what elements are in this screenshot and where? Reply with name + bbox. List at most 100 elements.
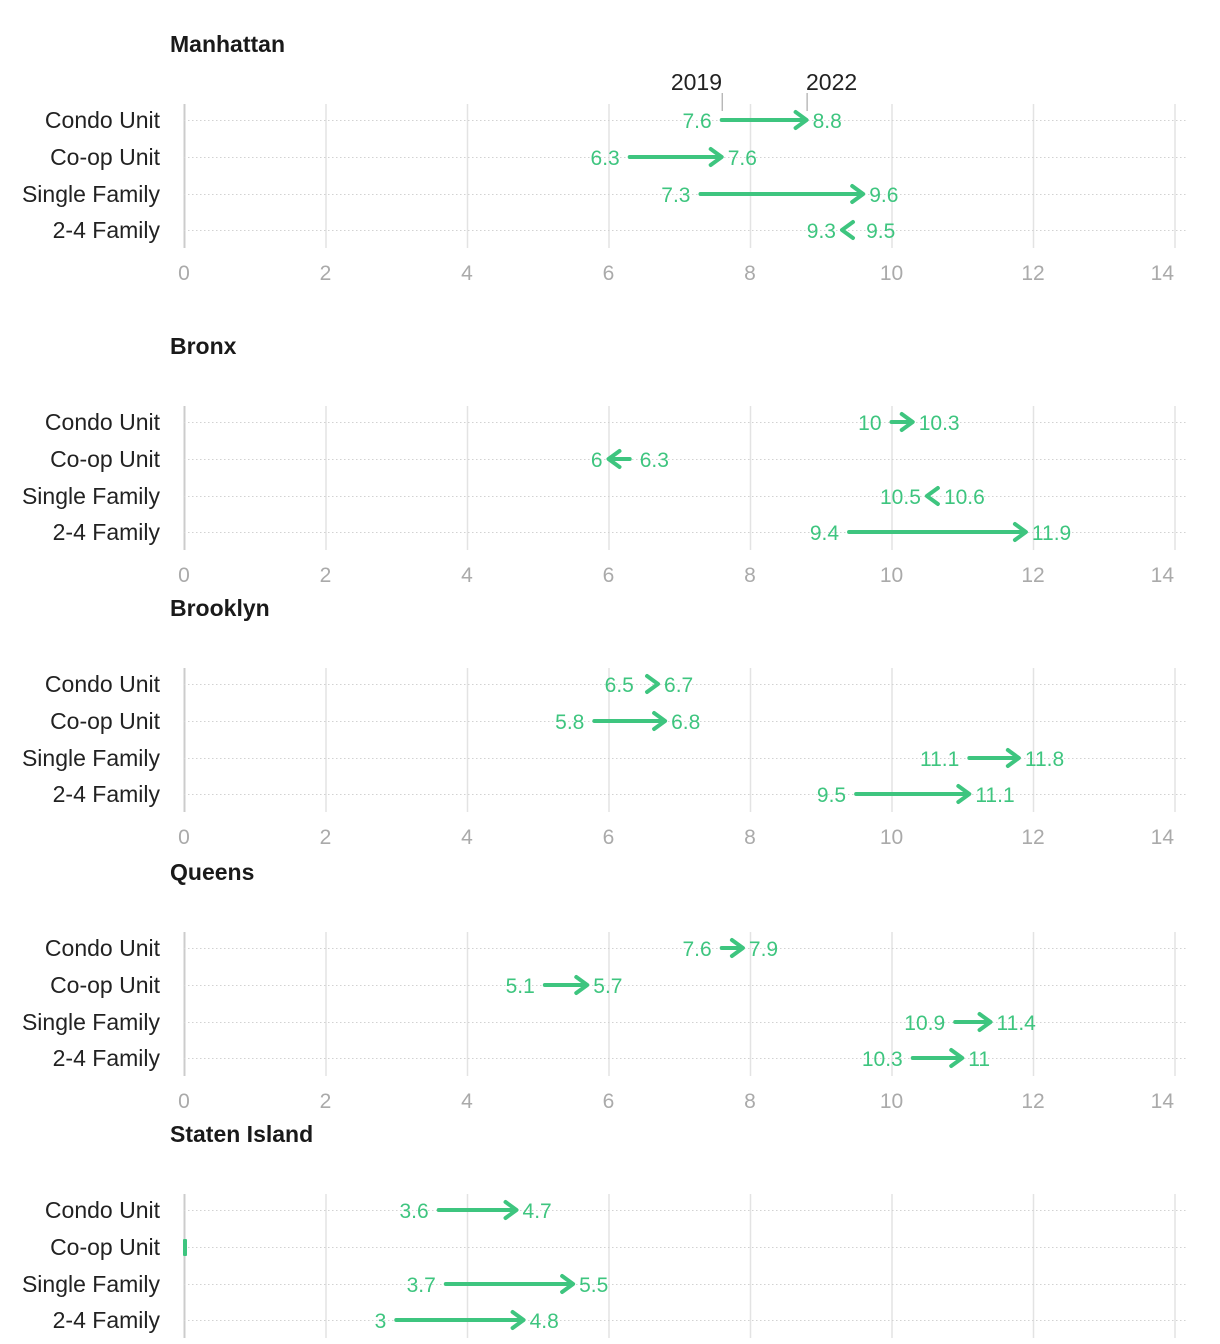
x-tick-label: 14 xyxy=(1151,564,1175,587)
x-tick-label: 0 xyxy=(178,262,190,285)
end-value-label: 11.8 xyxy=(1025,748,1064,771)
x-tick-label: 8 xyxy=(744,1090,756,1113)
start-value-label: 9.5 xyxy=(817,784,846,807)
category-label: Condo Unit xyxy=(45,671,161,697)
category-label: Single Family xyxy=(22,483,161,509)
end-value-label: 9.3 xyxy=(807,220,836,243)
start-value-label: 7.3 xyxy=(661,184,690,207)
x-tick-label: 0 xyxy=(178,826,190,849)
arrow-head xyxy=(729,938,745,958)
category-label: Single Family xyxy=(22,1271,161,1297)
start-value-label: 5.8 xyxy=(555,711,584,734)
x-tick-label: 10 xyxy=(880,826,903,849)
panel-bronx: Bronx 0 2 4 6 8 10 12 14 Condo Unit 10 10.3 Co-op Un… xyxy=(22,333,1188,587)
x-tick-label: 2 xyxy=(320,826,332,849)
value-marker xyxy=(183,1239,187,1256)
x-tick-label: 12 xyxy=(1021,564,1044,587)
arrow-head xyxy=(899,412,915,432)
panel-manhattan: Manhattan 2019 2022 0 2 4 6 8 10 12 14 Condo Unit 7.… xyxy=(22,31,1188,285)
x-tick-label: 0 xyxy=(178,564,190,587)
start-value-label: 9.4 xyxy=(810,522,840,545)
end-value-label: 4.8 xyxy=(530,1310,559,1333)
category-label: Condo Unit xyxy=(45,935,161,961)
arrow-head xyxy=(708,147,724,167)
end-value-label: 8.8 xyxy=(813,110,842,133)
end-value-label: 5.5 xyxy=(579,1274,608,1297)
start-value-label: 11.1 xyxy=(920,748,959,771)
category-label: Condo Unit xyxy=(45,1197,161,1223)
arrow-head xyxy=(1012,522,1028,542)
x-tick-label: 14 xyxy=(1151,262,1175,285)
legend-end-label: 2022 xyxy=(806,69,857,95)
end-value-label: 6.8 xyxy=(671,711,700,734)
start-value-label: 7.6 xyxy=(682,110,711,133)
x-tick-label: 0 xyxy=(178,1090,190,1113)
x-tick-label: 6 xyxy=(603,564,615,587)
start-value-label: 10.9 xyxy=(904,1012,945,1035)
x-tick-label: 6 xyxy=(603,262,615,285)
arrow-head xyxy=(606,449,622,469)
panel-title: Staten Island xyxy=(170,1121,313,1147)
start-value-label: 3.7 xyxy=(407,1274,436,1297)
panel-brooklyn: Brooklyn 0 2 4 6 8 10 12 14 Condo Unit 6.5 6.7 Co-op… xyxy=(22,595,1188,849)
x-tick-label: 6 xyxy=(603,826,615,849)
x-tick-label: 10 xyxy=(880,262,903,285)
category-label: 2-4 Family xyxy=(53,781,161,807)
end-value-label: 6.7 xyxy=(664,674,693,697)
start-value-label: 6.3 xyxy=(640,449,669,472)
category-label: Condo Unit xyxy=(45,107,161,133)
panel-title: Queens xyxy=(170,859,254,885)
start-value-label: 5.1 xyxy=(506,975,535,998)
end-value-label: 7.9 xyxy=(749,938,778,961)
arrow-head xyxy=(645,674,661,694)
x-tick-label: 14 xyxy=(1151,826,1175,849)
panel-title: Manhattan xyxy=(170,31,285,57)
end-value-label: 7.6 xyxy=(728,147,757,170)
arrow-head xyxy=(652,711,668,731)
end-value-label: 6 xyxy=(591,449,603,472)
end-value-label: 4.7 xyxy=(523,1200,552,1223)
category-label: Single Family xyxy=(22,1009,161,1035)
category-label: Single Family xyxy=(22,745,161,771)
arrow-head xyxy=(977,1012,993,1032)
start-value-label: 6.3 xyxy=(591,147,620,170)
category-label: Co-op Unit xyxy=(50,972,161,998)
category-label: Single Family xyxy=(22,181,161,207)
end-value-label: 11.1 xyxy=(975,784,1014,807)
panel-title: Bronx xyxy=(170,333,237,359)
start-value-label: 6.5 xyxy=(605,674,634,697)
category-label: 2-4 Family xyxy=(53,1307,161,1333)
x-tick-label: 6 xyxy=(603,1090,615,1113)
x-tick-label: 10 xyxy=(880,564,903,587)
panel-title: Brooklyn xyxy=(170,595,270,621)
end-value-label: 9.6 xyxy=(869,184,898,207)
x-tick-label: 2 xyxy=(320,262,332,285)
start-value-label: 7.6 xyxy=(682,938,711,961)
arrow-head xyxy=(503,1200,519,1220)
end-value-label: 10.5 xyxy=(880,486,921,509)
arrow-head xyxy=(956,784,972,804)
x-tick-label: 12 xyxy=(1021,262,1044,285)
category-label: 2-4 Family xyxy=(53,1045,161,1071)
arrow-head xyxy=(850,184,866,204)
x-tick-label: 4 xyxy=(461,564,473,587)
end-value-label: 10.3 xyxy=(919,412,960,435)
end-value-label: 11.4 xyxy=(997,1012,1037,1035)
end-value-label: 11.9 xyxy=(1032,522,1071,545)
start-value-label: 10.6 xyxy=(944,486,985,509)
arrow-head xyxy=(924,486,940,506)
panel-queens: Queens 0 2 4 6 8 10 12 14 Condo Unit 7.6 7.9 Co-op U… xyxy=(22,859,1188,1113)
category-label: 2-4 Family xyxy=(53,519,161,545)
arrow-head xyxy=(1005,748,1021,768)
arrow-head xyxy=(839,220,855,240)
x-tick-label: 8 xyxy=(744,262,756,285)
x-tick-label: 4 xyxy=(461,826,473,849)
arrow-head xyxy=(510,1310,526,1330)
category-label: Co-op Unit xyxy=(50,446,161,472)
start-value-label: 3.6 xyxy=(399,1200,428,1223)
start-value-label: 3 xyxy=(375,1310,387,1333)
x-tick-label: 4 xyxy=(461,262,473,285)
start-value-label: 10 xyxy=(858,412,881,435)
category-label: Co-op Unit xyxy=(50,708,161,734)
